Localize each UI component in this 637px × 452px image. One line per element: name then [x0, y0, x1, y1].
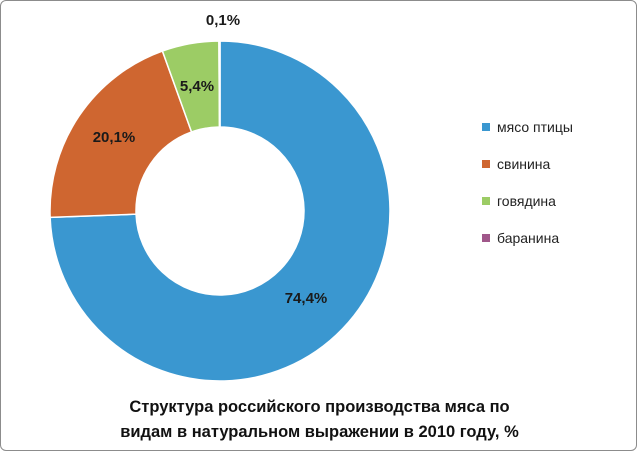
donut-slice-pork	[49, 50, 193, 219]
legend-item-poultry: мясо птицы	[482, 117, 632, 137]
legend-label-mutton: баранина	[497, 230, 560, 246]
donut-slices	[49, 40, 391, 382]
data-label-mutton: 0,1%	[206, 12, 240, 29]
legend-label-pork: свинина	[497, 156, 551, 172]
data-label-poultry: 74,4%	[285, 290, 328, 307]
legend-swatch-beef	[482, 197, 490, 205]
data-label-pork: 20,1%	[93, 129, 136, 146]
legend-swatch-poultry	[482, 123, 490, 131]
legend-swatch-mutton	[482, 234, 490, 242]
chart-title-line-1: Структура российского производства мяса …	[129, 398, 510, 416]
legend-swatch-pork	[482, 160, 490, 168]
legend-item-beef: говядина	[482, 191, 632, 211]
data-labels: 74,4% 20,1% 5,4% 0,1%	[93, 12, 328, 307]
donut-slice-mutton	[218, 40, 221, 128]
legend-label-beef: говядина	[497, 193, 556, 209]
legend-item-pork: свинина	[482, 154, 632, 174]
data-label-beef: 5,4%	[180, 78, 214, 95]
chart-title: Структура российского производства мяса …	[21, 395, 618, 445]
legend: мясо птицы свинина говядина баранина	[482, 117, 632, 265]
chart-title-line-2: видам в натуральном выражении в 2010 год…	[120, 423, 519, 441]
legend-item-mutton: баранина	[482, 228, 632, 248]
legend-label-poultry: мясо птицы	[497, 119, 573, 135]
donut-slice-poultry	[49, 40, 391, 382]
